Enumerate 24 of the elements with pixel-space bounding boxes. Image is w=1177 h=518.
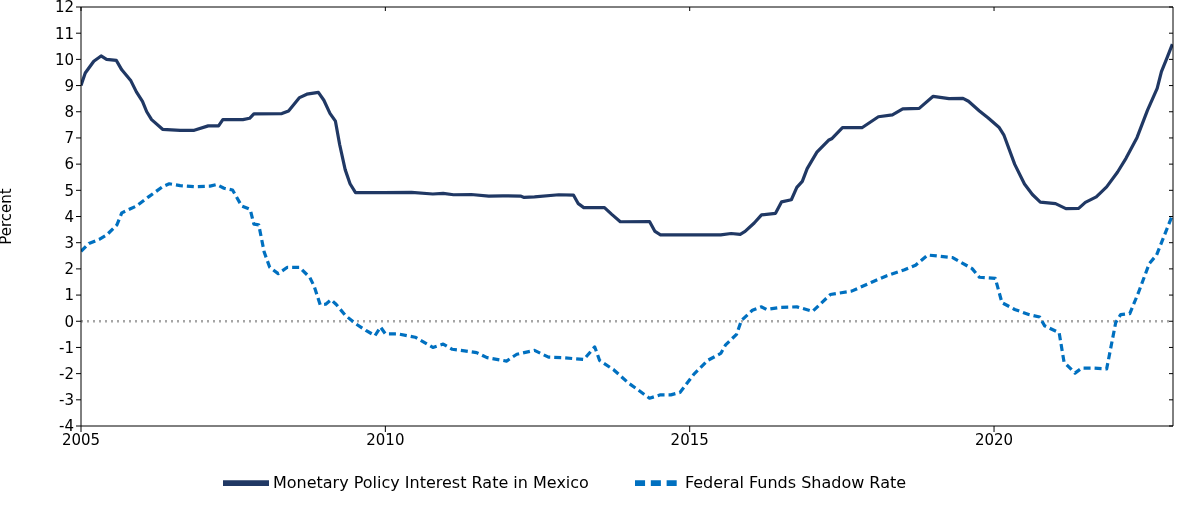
y-tick-label: 7 xyxy=(64,129,74,148)
y-tick-label: 4 xyxy=(64,207,74,226)
y-tick-label: 8 xyxy=(64,103,74,122)
y-tick-label: 0 xyxy=(64,312,74,331)
y-tick-label: -1 xyxy=(59,338,74,357)
y-tick-label: 1 xyxy=(64,286,74,305)
y-tick-label: 6 xyxy=(64,155,74,174)
y-tick-label: 5 xyxy=(64,181,74,200)
y-tick-label: 3 xyxy=(64,234,74,253)
y-tick-label: -2 xyxy=(59,364,74,383)
x-tick-label: 2010 xyxy=(366,430,405,449)
line-series xyxy=(81,182,1173,400)
y-tick-label: 11 xyxy=(54,24,74,43)
legend-label: Federal Funds Shadow Rate xyxy=(684,472,907,492)
x-tick-label: 2020 xyxy=(974,430,1014,449)
x-tick-label: 2015 xyxy=(670,430,709,449)
y-tick-label: -3 xyxy=(59,391,74,410)
legend-label: Monetary Policy Interest Rate in Mexico xyxy=(272,472,589,492)
y-tick-label: 9 xyxy=(64,76,74,95)
y-tick-label: 12 xyxy=(54,0,74,17)
line-series xyxy=(81,42,1173,237)
y-tick-label: 2 xyxy=(64,260,74,279)
y-axis-title: Percent xyxy=(0,188,16,245)
y-tick-label: 10 xyxy=(54,50,74,69)
